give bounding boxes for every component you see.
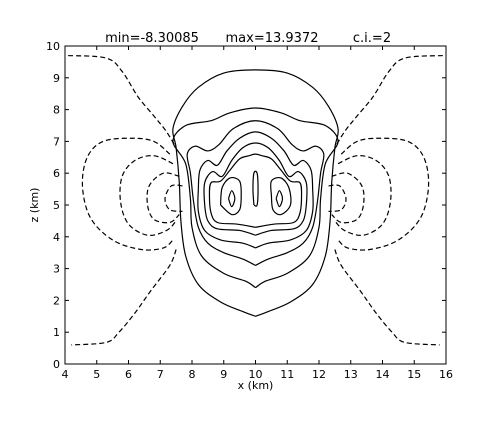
x-tick-label: 13 xyxy=(344,368,358,381)
negative-contour-n4-right xyxy=(331,172,365,224)
chart-title: min=-8.30085 max=13.9372 c.i.=2 xyxy=(105,31,391,46)
y-tick-label: 6 xyxy=(53,167,60,180)
negative-contour-n1-left-low xyxy=(71,249,177,346)
contour-lines xyxy=(68,54,443,346)
y-tick-label: 7 xyxy=(53,135,60,148)
x-tick-label: 12 xyxy=(312,368,326,381)
title-min: min=-8.30085 xyxy=(105,31,199,46)
x-axis-label: x (km) xyxy=(238,379,274,392)
x-tick-label: 8 xyxy=(189,368,196,381)
y-tick-label: 4 xyxy=(53,231,60,244)
x-tick-label: 15 xyxy=(407,368,421,381)
negative-contour-n1-right-low xyxy=(334,249,440,346)
x-tick-label: 14 xyxy=(376,368,390,381)
negative-contour-n3-left xyxy=(119,155,177,237)
negative-contour-n2-left xyxy=(81,137,174,251)
x-tick-label: 6 xyxy=(125,368,132,381)
title-max: max=13.9372 xyxy=(226,31,319,46)
y-tick-label: 9 xyxy=(53,72,60,85)
negative-contour-n2-right xyxy=(337,137,430,251)
positive-contour-c6 xyxy=(208,153,303,228)
positive-contour-c2 xyxy=(172,107,339,289)
negative-contour-n4-left xyxy=(146,172,180,224)
x-tick-label: 5 xyxy=(93,368,100,381)
y-tick-label: 2 xyxy=(53,294,60,307)
y-axis-label: z (km) xyxy=(28,188,41,223)
positive-contour-c10 xyxy=(227,190,236,208)
y-tick-label: 10 xyxy=(46,40,60,53)
positive-contour-c4 xyxy=(197,131,314,249)
plot-frame xyxy=(64,45,447,365)
positive-contour-c5 xyxy=(203,142,308,236)
y-tick-label: 3 xyxy=(53,263,60,276)
x-axis-ticks: 4 5 6 7 8 9 10 11 12 13 14 15 16 xyxy=(62,46,453,381)
positive-contour-c3 xyxy=(186,120,325,266)
x-tick-label: 7 xyxy=(157,368,164,381)
x-tick-label: 9 xyxy=(220,368,227,381)
negative-contour-n1-left xyxy=(68,54,177,149)
x-tick-label: 16 xyxy=(439,368,453,381)
positive-contour-c8 xyxy=(270,177,292,216)
negative-contour-n1-right xyxy=(334,54,443,149)
negative-contour-n5-left xyxy=(164,184,183,212)
x-tick-label: 10 xyxy=(249,368,263,381)
y-tick-label: 8 xyxy=(53,104,60,117)
x-tick-label: 4 xyxy=(62,368,69,381)
positive-contour-c1 xyxy=(172,69,339,317)
x-tick-label: 11 xyxy=(280,368,294,381)
negative-contour-n5-right xyxy=(328,184,347,212)
positive-contour-c7 xyxy=(219,177,242,216)
y-tick-label: 0 xyxy=(53,358,60,371)
positive-contour-c9 xyxy=(252,170,259,207)
y-tick-label: 1 xyxy=(53,326,60,339)
y-tick-label: 5 xyxy=(53,199,60,212)
negative-contour-n3-right xyxy=(334,155,392,237)
title-contour-interval: c.i.=2 xyxy=(353,31,391,46)
y-axis-ticks: 0 1 2 3 4 5 6 7 8 9 10 xyxy=(46,40,446,371)
positive-contour-c11 xyxy=(275,190,284,208)
